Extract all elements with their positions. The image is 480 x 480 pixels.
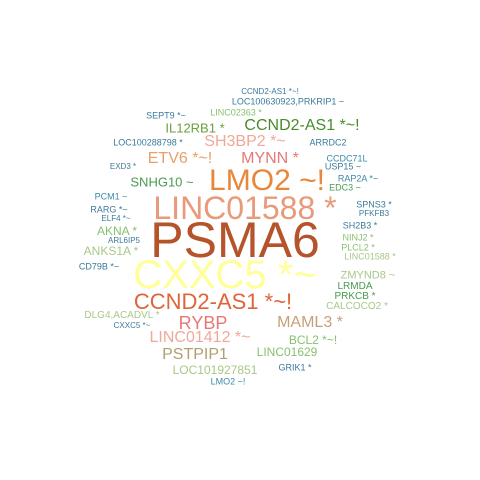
word: USP15 ~ xyxy=(324,161,362,172)
word: SPNS3 * xyxy=(356,199,392,210)
word: EXD3 * xyxy=(109,162,137,171)
word: LINC02363 * xyxy=(210,107,262,118)
word: LMO2 ~! xyxy=(210,376,246,387)
word: IL12RB1 * xyxy=(165,120,225,136)
word: ARL6IP5 xyxy=(107,236,141,245)
word: LINC01588 * xyxy=(153,190,337,226)
word: AKNA * xyxy=(96,224,138,238)
word: CCND2-AS1 *~! xyxy=(241,87,299,96)
word: RARG *~ xyxy=(90,204,128,215)
word: PSTPIP1 xyxy=(162,346,228,363)
word: CXXC5 *~ xyxy=(113,321,151,330)
word: LMO2 ~! xyxy=(209,164,325,197)
word: ELF4 *~ xyxy=(101,214,131,223)
word: CXXC5 *~ xyxy=(133,253,317,297)
word: LOC101927851 xyxy=(172,363,258,377)
word: LINC01412 *~ xyxy=(149,329,251,346)
word: ZMYND8 ~ xyxy=(340,269,396,282)
word: CCDC71L xyxy=(326,153,368,164)
word: MAML3 * xyxy=(277,314,343,331)
word: CCND2-AS1 *~! xyxy=(133,289,293,314)
word: PLCL2 * xyxy=(341,242,375,253)
word: CD79B *~ xyxy=(78,261,120,272)
word: PFKFB3 xyxy=(358,209,390,218)
word: MYNN * xyxy=(241,150,299,167)
word: LOC100630923,PRKRIP1 ~ xyxy=(231,96,345,107)
word: PSMA6 xyxy=(150,212,320,268)
word: PCM1 ~ xyxy=(94,191,128,202)
word: EDC3 ~ xyxy=(329,182,361,193)
word: SNHG10 ~ xyxy=(130,174,194,190)
word: SH3BP2 *~ xyxy=(204,133,286,150)
word: LINC01629 xyxy=(256,345,318,359)
word: BCL2 *~! xyxy=(288,333,338,347)
word: LINC01588 * xyxy=(344,251,396,262)
word: ETV6 *~! xyxy=(147,150,213,167)
word: LRMDA xyxy=(337,281,373,292)
word: DLG4,ACADVL * xyxy=(84,310,160,321)
word: CCND2-AS1 *~! xyxy=(244,117,360,134)
word: RAP2A *~ xyxy=(337,173,379,184)
word: CALCOCO2 * xyxy=(326,301,388,312)
word: NINJ2 * xyxy=(342,232,374,243)
word: LOC100288798 * xyxy=(113,137,183,148)
word: SEPT9 *~ xyxy=(146,110,186,121)
word: ANKS1A * xyxy=(83,244,139,258)
word: PRKCB * xyxy=(334,291,376,302)
word: SH2B3 * xyxy=(342,220,378,231)
word: RYBP xyxy=(178,313,228,333)
word: ARRDC2 xyxy=(309,137,347,148)
word: GRIK1 * xyxy=(278,362,312,373)
